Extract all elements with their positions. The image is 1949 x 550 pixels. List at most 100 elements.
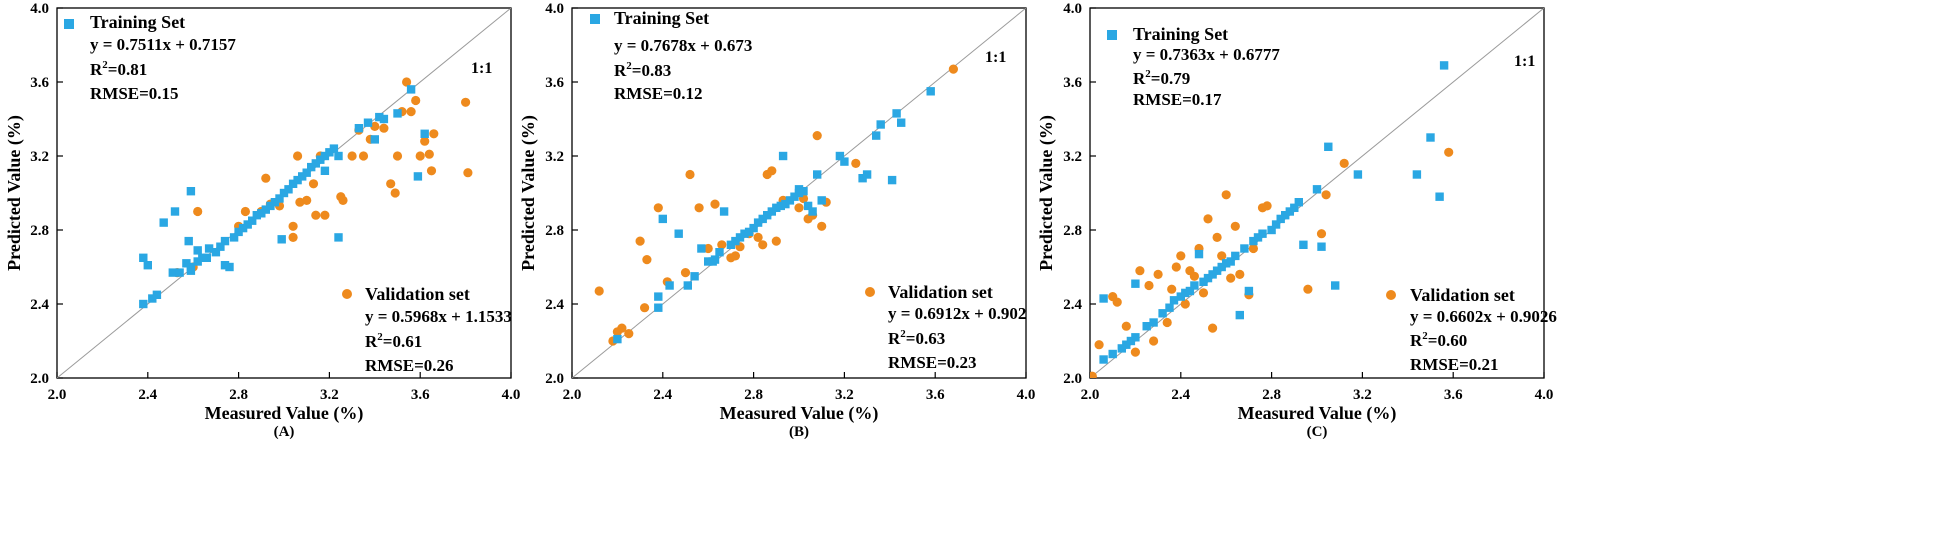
plot-frame <box>571 7 1027 379</box>
validation-point <box>1217 251 1227 261</box>
validation-point <box>680 268 691 278</box>
training-point <box>139 299 148 309</box>
training-point <box>654 292 663 301</box>
validation-point <box>1262 201 1272 211</box>
training-point <box>862 170 872 179</box>
training-point <box>1240 244 1249 253</box>
validation-point <box>1112 297 1122 307</box>
validation-point <box>1321 190 1331 200</box>
validation-legend-marker <box>342 289 352 299</box>
training-point <box>238 223 248 233</box>
training-point <box>266 201 275 211</box>
training-point <box>216 242 225 251</box>
training-point <box>781 199 790 209</box>
y-tick-label: 2.0 <box>545 371 564 387</box>
training-point <box>139 253 148 262</box>
training-point <box>683 281 692 290</box>
validation-point <box>1144 280 1154 291</box>
training-point <box>257 209 266 218</box>
training-point <box>320 166 330 175</box>
validation-point <box>1149 336 1159 346</box>
validation-point <box>261 173 271 183</box>
validation-point <box>463 168 473 178</box>
validation-point <box>1135 266 1145 276</box>
training-point <box>1426 133 1435 142</box>
validation-point <box>1189 271 1199 281</box>
training-point <box>198 253 207 262</box>
validation-point <box>1171 262 1181 272</box>
y-tick-label: 3.2 <box>545 149 564 165</box>
training-point <box>790 192 799 201</box>
training-point <box>767 207 776 216</box>
tick-marks <box>571 7 1027 379</box>
training-rmse: RMSE=0.15 <box>90 84 179 103</box>
training-point <box>1235 310 1244 320</box>
training-point <box>817 196 826 205</box>
training-r2: R2=0.83 <box>614 60 671 80</box>
x-tick-label: 2.0 <box>1081 387 1100 403</box>
training-point <box>406 85 416 94</box>
training-point <box>170 207 180 216</box>
training-point <box>1099 355 1108 364</box>
validation-point <box>812 131 822 141</box>
training-point <box>740 229 749 238</box>
validation-point <box>379 123 389 133</box>
x-tick-label: 2.4 <box>653 387 672 403</box>
training-point <box>1312 185 1322 194</box>
training-legend-marker <box>1107 30 1117 40</box>
y-tick-label: 2.8 <box>545 223 564 239</box>
validation-point <box>642 255 652 265</box>
training-point <box>887 175 897 185</box>
validation-point <box>1226 273 1236 283</box>
training-point <box>279 188 289 198</box>
validation-point <box>1162 317 1172 328</box>
validation-point <box>1248 243 1258 254</box>
training-point <box>744 227 754 237</box>
training-point <box>193 246 202 255</box>
training-point <box>1122 340 1131 349</box>
training-point <box>1203 273 1213 283</box>
training-point <box>654 303 663 312</box>
validation-point <box>1094 340 1104 350</box>
training-point <box>193 257 202 266</box>
validation-point <box>193 206 203 217</box>
validation-point <box>429 129 439 139</box>
training-point <box>872 131 881 140</box>
training-point <box>731 236 740 246</box>
validation-point <box>308 179 319 189</box>
one-to-one-label: 1:1 <box>985 49 1006 66</box>
training-point <box>204 244 214 253</box>
validation-point <box>758 240 768 250</box>
x-tick-label: 2.0 <box>563 387 582 403</box>
training-point <box>704 257 713 266</box>
training-point <box>293 175 302 185</box>
x-axis-label: Measured Value (%) <box>1238 403 1397 424</box>
training-point <box>835 151 845 161</box>
training-point <box>248 216 257 225</box>
training-point <box>1271 220 1281 229</box>
validation-legend-marker <box>1386 290 1396 300</box>
panel-label: (B) <box>789 424 809 440</box>
training-legend: Training Set y = 0.7678x + 0.673 R2=0.83… <box>590 8 752 103</box>
validation-point <box>1212 232 1222 242</box>
training-legend-title: Training Set <box>1133 24 1228 44</box>
validation-point <box>1444 147 1454 157</box>
validation-point <box>594 286 604 296</box>
training-legend: Training Set y = 0.7511x + 0.7157 R2=0.8… <box>64 12 236 103</box>
training-equation: y = 0.7363x + 0.6777 <box>1133 45 1280 64</box>
y-tick-label: 3.6 <box>30 75 49 91</box>
training-point <box>813 170 822 179</box>
training-r2: R2=0.81 <box>90 59 147 79</box>
training-point <box>1126 336 1136 346</box>
training-point <box>1181 288 1190 298</box>
training-point <box>1099 294 1108 303</box>
training-point <box>1169 296 1179 305</box>
training-point <box>252 211 261 220</box>
training-rmse: RMSE=0.12 <box>614 84 703 103</box>
training-point <box>1253 233 1263 242</box>
panel-label: (A) <box>274 424 295 440</box>
training-point <box>1131 333 1140 342</box>
validation-point <box>288 221 298 231</box>
training-point <box>785 196 795 205</box>
validation-r2: R2=0.63 <box>888 328 945 348</box>
